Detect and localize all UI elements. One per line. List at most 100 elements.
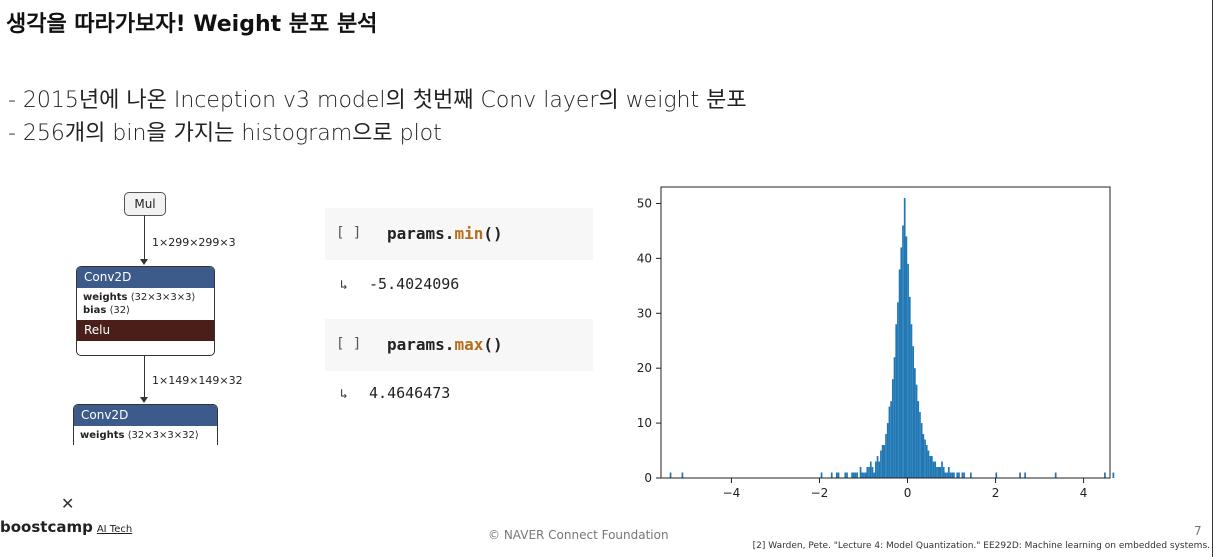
histogram-bar	[947, 467, 950, 478]
histogram-bar	[949, 472, 952, 478]
code-cell[interactable]: [ ] params.max()	[325, 319, 593, 371]
histogram-bar	[844, 472, 847, 478]
histogram-bar	[927, 450, 930, 478]
histogram-bars	[669, 197, 1115, 478]
histogram-bar	[835, 472, 838, 478]
histogram-bar	[941, 461, 943, 478]
histogram-bar	[820, 472, 823, 478]
output-arrow-icon: ↳	[340, 278, 348, 293]
histogram-bar	[851, 472, 853, 478]
histogram-bar	[897, 302, 899, 478]
citation: [2] Warden, Pete. "Lecture 4: Model Quan…	[752, 541, 1210, 551]
histogram-bar	[914, 368, 916, 478]
histogram-bar	[919, 412, 921, 478]
histogram-bar	[946, 472, 948, 478]
histogram-bar	[830, 472, 833, 478]
y-tick-label: 50	[637, 196, 652, 210]
page-number: 7	[1194, 524, 1202, 538]
histogram-bar	[859, 467, 862, 478]
weights-shape: ⟨32×3×3×32⟩	[127, 430, 199, 441]
weights-key: weights	[80, 430, 125, 441]
histogram-bar	[930, 456, 933, 478]
bias-key: bias	[83, 305, 107, 316]
x-tick-label: 0	[904, 486, 912, 500]
histogram-bar	[1024, 472, 1026, 478]
code-function: max	[454, 335, 484, 354]
histogram-bar	[937, 467, 940, 478]
histogram-bar	[995, 472, 998, 478]
histogram-bar	[934, 461, 937, 478]
histogram-bar	[866, 467, 869, 478]
histogram-bar	[864, 472, 867, 478]
conv2d-node: Conv2D weights ⟨32×3×3×3⟩ bias ⟨32⟩ Relu	[76, 266, 215, 356]
histogram-bar	[854, 472, 857, 478]
histogram-bar	[925, 445, 928, 478]
histogram-bar	[910, 324, 913, 478]
histogram-bar	[1019, 472, 1021, 478]
x-tick-label: 4	[1080, 486, 1088, 500]
output-value: -5.4024096	[369, 275, 460, 293]
code-text: params.min()	[387, 224, 503, 243]
histogram-bar	[883, 445, 886, 478]
histogram-bar	[900, 247, 903, 478]
histogram-bar	[929, 456, 931, 478]
footer-copyright: © NAVER Connect Foundation	[488, 528, 669, 542]
histogram-bar	[895, 324, 898, 478]
histogram-bar	[856, 472, 859, 478]
bias-shape: ⟨32⟩	[109, 305, 131, 316]
conv2d-title: Conv2D	[77, 267, 214, 288]
histogram-bar	[953, 472, 955, 478]
histogram-bar	[886, 423, 889, 478]
run-cell-button[interactable]: [ ]	[336, 336, 362, 352]
edge-shape-label: 1×149×149×32	[152, 374, 243, 387]
histogram-bar	[951, 472, 954, 478]
histogram-bar	[869, 461, 872, 478]
histogram-bar	[939, 467, 942, 478]
x-axis-ticks: −4 −2 0 2 4	[723, 478, 1088, 500]
histogram-bar	[868, 467, 870, 478]
histogram-bar	[891, 379, 894, 478]
conv2d-title: Conv2D	[74, 405, 217, 426]
code-paren: ()	[483, 224, 503, 243]
histogram-bar	[903, 197, 906, 478]
histogram-bar	[863, 472, 865, 478]
histogram-bar	[871, 467, 874, 478]
histogram-bar	[902, 225, 904, 478]
histogram-bar	[893, 357, 896, 478]
histogram-bar	[944, 472, 947, 478]
conv2d-node: Conv2D weights ⟨32×3×3×32⟩	[73, 404, 218, 445]
slide-title: 생각을 따라가보자! Weight 분포 분석	[6, 12, 378, 37]
histogram-bar	[920, 423, 923, 478]
histogram-bar	[915, 384, 918, 478]
x-tick-label: −4	[723, 486, 741, 500]
code-paren: ()	[483, 335, 503, 354]
histogram-bar	[917, 401, 920, 478]
histogram-bar	[874, 461, 877, 478]
histogram-bar	[1054, 472, 1057, 478]
histogram-bar	[878, 461, 881, 478]
logo-subtext: AI Tech	[96, 524, 133, 535]
histogram-bar	[956, 472, 959, 478]
code-cell[interactable]: [ ] params.min()	[325, 208, 593, 260]
code-object: params.	[387, 224, 455, 243]
histogram-bar	[905, 236, 908, 478]
graph-edge	[144, 215, 145, 259]
y-tick-label: 30	[637, 306, 652, 320]
histogram-bar	[907, 263, 909, 478]
histogram-bar	[861, 472, 864, 478]
cell-output: ↳ 4.4646473	[340, 384, 450, 402]
boostcamp-logo: boostcamp AI Tech	[0, 518, 132, 536]
histogram-bar	[963, 472, 965, 478]
output-arrow-icon: ↳	[340, 387, 348, 402]
code-text: params.max()	[387, 335, 503, 354]
histogram-bar	[922, 434, 925, 478]
run-cell-button[interactable]: [ ]	[336, 225, 362, 241]
histogram-bar	[837, 472, 840, 478]
histogram-bar	[873, 472, 875, 478]
relu-label: Relu	[77, 320, 214, 341]
arrow-down-icon	[140, 397, 148, 403]
bullet-item: - 2015년에 나온 Inception v3 model의 첫번째 Conv…	[8, 88, 747, 113]
cell-output: ↳ -5.4024096	[340, 275, 459, 293]
histogram-bar	[852, 472, 855, 478]
slide-border	[1212, 0, 1213, 557]
